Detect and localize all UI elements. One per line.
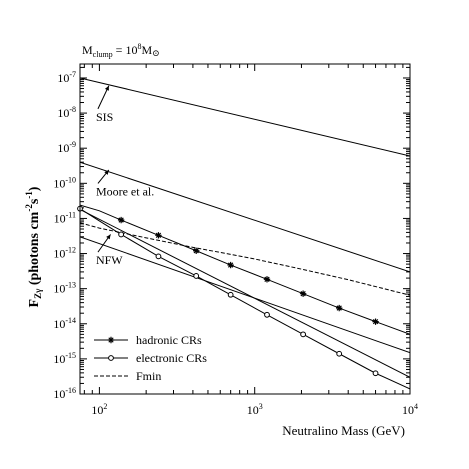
y-tick-label: 10-13 bbox=[53, 281, 76, 296]
y-tick-label: 10-14 bbox=[53, 316, 76, 331]
data-point-hadronic-crs bbox=[227, 261, 234, 269]
curve-line bbox=[80, 161, 410, 273]
data-point-hadronic-crs bbox=[335, 304, 343, 312]
data-point-hadronic-crs bbox=[117, 216, 125, 224]
x-axis-label: Neutralino Mass (GeV) bbox=[282, 423, 405, 438]
data-point-electronic-crs bbox=[336, 350, 343, 357]
data-point-hadronic-crs bbox=[372, 318, 379, 325]
legend-label-electronic-crs: electronic CRs bbox=[136, 351, 207, 365]
curve-line bbox=[80, 209, 410, 378]
data-point-electronic-crs bbox=[372, 370, 379, 377]
data-point-electronic-crs bbox=[155, 253, 162, 260]
legend-marker-electronic-crs bbox=[108, 355, 114, 361]
annotation-arrowhead bbox=[104, 169, 109, 175]
annotation-label: SIS bbox=[96, 110, 113, 124]
x-tick-label: 104 bbox=[402, 402, 418, 417]
y-tick-label: 10-16 bbox=[53, 386, 76, 401]
annotation-label: Moore et al. bbox=[96, 184, 154, 198]
y-tick-label: 10-15 bbox=[53, 351, 76, 366]
curve-line bbox=[80, 77, 410, 157]
data-point-electronic-crs bbox=[227, 291, 234, 298]
data-point-hadronic-crs bbox=[299, 290, 307, 297]
data-point-hadronic-crs bbox=[155, 232, 162, 239]
y-tick-label: 10-7 bbox=[57, 70, 76, 85]
annotation-arrowhead bbox=[106, 234, 111, 240]
legend-marker-hadronic-crs bbox=[107, 336, 115, 344]
legend-label-fmin: Fmin bbox=[136, 369, 161, 383]
data-point-electronic-crs bbox=[264, 311, 270, 318]
curve-line bbox=[80, 236, 410, 354]
y-tick-label: 10-10 bbox=[53, 175, 76, 190]
data-point-electronic-crs bbox=[300, 331, 307, 338]
x-tick-label: 102 bbox=[91, 402, 107, 417]
y-tick-label: 10-9 bbox=[57, 140, 76, 155]
y-tick-label: 10-8 bbox=[57, 105, 76, 120]
y-axis-label: FZγ (photons cm-2s-1) bbox=[24, 186, 43, 307]
x-tick-label: 103 bbox=[247, 402, 263, 417]
data-point-hadronic-crs bbox=[192, 247, 200, 254]
data-point-electronic-crs bbox=[118, 231, 125, 238]
series-line-fmin bbox=[80, 222, 410, 296]
annotation-label: NFW bbox=[96, 253, 123, 267]
data-point-electronic-crs bbox=[193, 273, 200, 279]
y-tick-label: 10-12 bbox=[53, 246, 76, 261]
legend-label-hadronic-crs: hadronic CRs bbox=[136, 333, 202, 347]
y-tick-label: 10-11 bbox=[54, 210, 76, 225]
plot-frame bbox=[79, 63, 411, 395]
data-point-hadronic-crs bbox=[263, 276, 271, 283]
chart-title: Mclump = 108M⊙ bbox=[82, 42, 160, 59]
annotation-arrowhead bbox=[104, 85, 109, 91]
